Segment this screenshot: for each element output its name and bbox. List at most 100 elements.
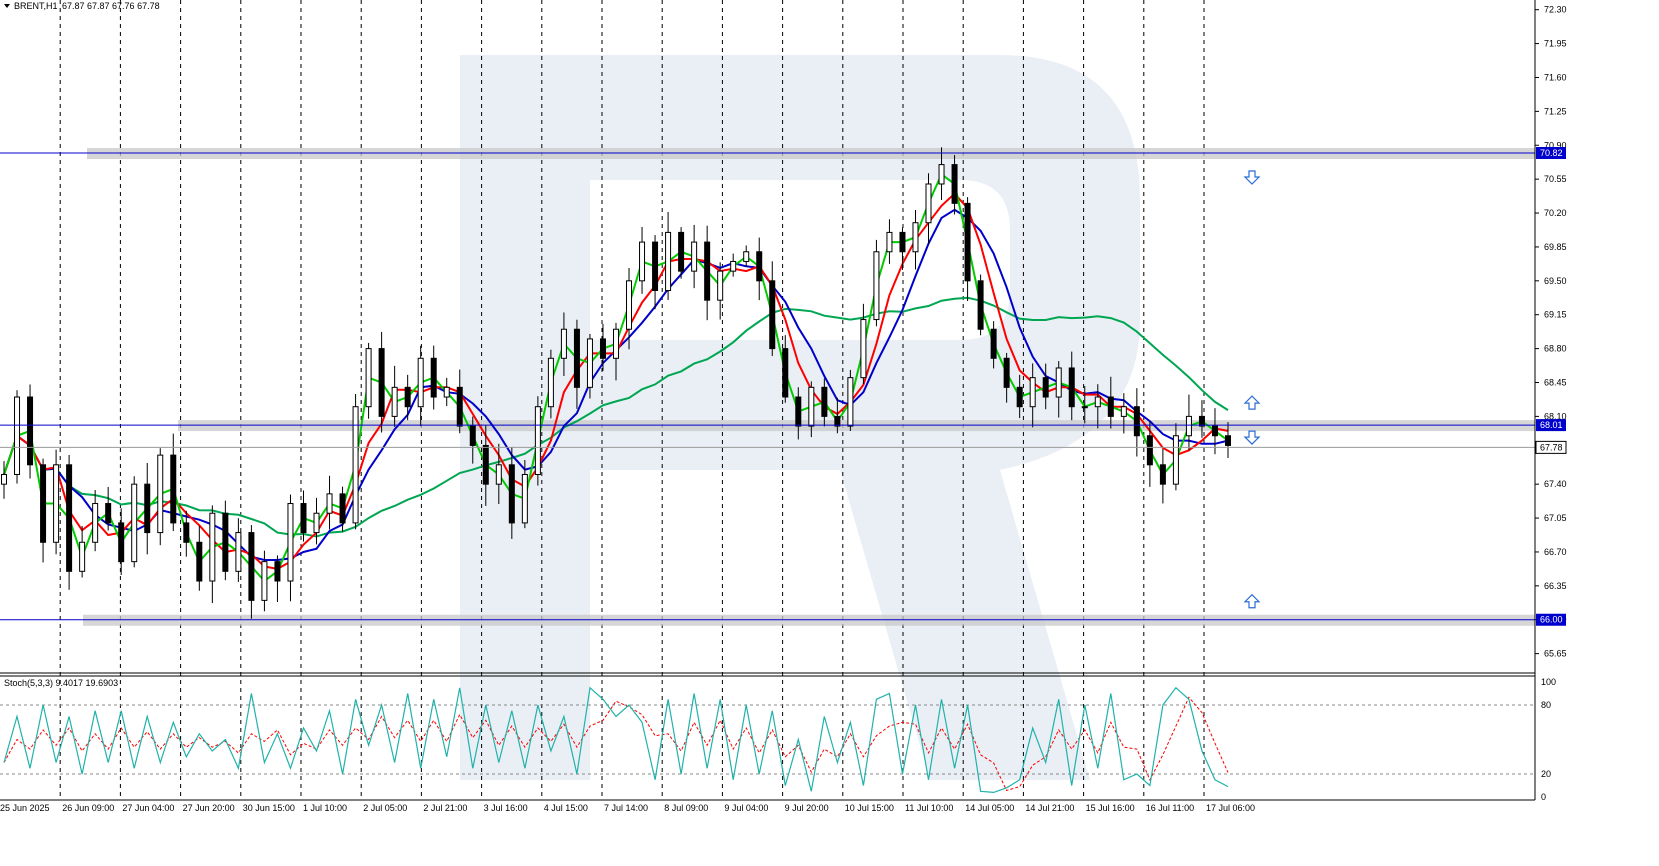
down-arrow-icon (1243, 170, 1261, 185)
candle-body (417, 357, 424, 408)
candle-body (456, 386, 463, 427)
level-price-tag-bg (1536, 146, 1566, 159)
time-tick-label: 16 Jul 11:00 (1146, 803, 1194, 813)
candle-body (404, 386, 411, 408)
time-tick-label: 15 Jul 16:00 (1086, 803, 1135, 813)
time-tick-label: 14 Jul 21:00 (1025, 803, 1074, 813)
candle-body (53, 464, 60, 543)
candle-body (782, 348, 789, 398)
candle-body (1081, 406, 1088, 409)
symbol-label: BRENT,H1 (14, 1, 58, 11)
candle-body (1211, 425, 1218, 437)
candle-body (118, 522, 125, 563)
candle-body (730, 260, 737, 272)
candle-body (157, 454, 164, 534)
candle-body (626, 280, 633, 330)
candle-body (521, 473, 528, 524)
stoch-levels (0, 704, 1535, 775)
price-tick-label: 71.95 (1544, 39, 1567, 49)
candle-body (808, 386, 815, 427)
candle-body (170, 454, 177, 524)
stoch-tick-label: 100 (1541, 677, 1556, 687)
up-arrow-icon (1243, 395, 1261, 410)
current-price-tag-label: 67.78 (1540, 442, 1563, 452)
price-tick-label: 68.45 (1544, 377, 1567, 387)
candle-body (144, 483, 151, 534)
candle-body (313, 512, 320, 534)
price-tick-label: 70.55 (1544, 174, 1567, 184)
candle-body (977, 280, 984, 330)
price-tick-label: 66.35 (1544, 581, 1567, 591)
stoch-tick-label: 80 (1541, 700, 1551, 710)
candle-body (1055, 367, 1062, 398)
time-tick-label: 11 Jul 10:00 (905, 803, 953, 813)
stoch-axis: 100 80 20 0 (1541, 677, 1556, 802)
candle-body (951, 164, 958, 204)
candle-body (938, 164, 945, 185)
ohlc-label: 67.87 67.87 67.76 67.78 (62, 1, 160, 11)
candle-body (873, 251, 880, 321)
candle-body (1120, 406, 1127, 417)
level-price-tag-bg (1536, 419, 1566, 432)
candle-body (287, 503, 294, 582)
time-tick-label: 14 Jul 05:00 (965, 803, 1014, 813)
candle-body (613, 328, 619, 359)
candle-body (886, 231, 893, 253)
chart-menu-triangle-icon[interactable] (4, 4, 10, 8)
stoch-signal-line (3, 696, 1229, 792)
candle-body (14, 396, 21, 475)
price-tick-label: 68.80 (1544, 344, 1567, 354)
price-tick-label: 65.65 (1544, 649, 1567, 659)
candle-body (235, 532, 242, 572)
time-tick-label: 3 Jul 16:00 (484, 803, 528, 813)
price-tick-label: 70.90 (1544, 140, 1567, 150)
time-tick-label: 27 Jun 04:00 (122, 803, 174, 813)
candle-body (131, 483, 138, 563)
candle-body (1225, 435, 1231, 446)
time-tick-label: 9 Jul 20:00 (785, 803, 829, 813)
price-tick-label: 66.70 (1544, 547, 1567, 557)
stoch-main-line (3, 686, 1229, 794)
candle-body (1003, 357, 1010, 388)
candle-body (365, 348, 372, 408)
candle-body (899, 231, 906, 253)
vertical-grid (59, 0, 1205, 800)
candle-body (495, 464, 502, 485)
candle-body (27, 396, 34, 466)
price-tick-label: 70.20 (1544, 208, 1567, 218)
candle-body (964, 202, 971, 282)
time-tick-label: 2 Jul 05:00 (363, 803, 407, 813)
time-tick-label: 8 Jul 09:00 (664, 803, 708, 813)
candle-body (378, 348, 385, 417)
time-tick-label: 26 Jun 09:00 (62, 803, 114, 813)
price-tick-label: 67.40 (1544, 479, 1567, 489)
time-tick-label: 25 Jun 2025 (0, 803, 50, 813)
candle-body (443, 386, 450, 398)
candle-body (586, 338, 593, 388)
candle-body (1172, 435, 1179, 485)
candle-body (391, 386, 398, 417)
time-tick-label: 17 Jul 06:00 (1206, 803, 1255, 813)
stoch-tick-label: 0 (1541, 792, 1546, 802)
stoch-indicator-label: Stoch(5,3,3) 9.4017 19.6903 (4, 678, 118, 688)
candle-body (508, 464, 515, 524)
level-lines (0, 152, 1535, 621)
level-price-tag-bg (1536, 613, 1566, 626)
candle-body (1042, 377, 1049, 398)
candle-body (847, 377, 854, 427)
candle-body (482, 444, 489, 485)
candle-body (912, 222, 919, 253)
candle-body (92, 503, 99, 543)
stoch-tick-label: 20 (1541, 769, 1551, 779)
candle-body (1068, 367, 1075, 408)
candle-body (769, 280, 776, 350)
down-arrow-icon (1243, 430, 1261, 445)
time-tick-label: 1 Jul 10:00 (303, 803, 347, 813)
price-tick-label: 69.85 (1544, 242, 1567, 252)
candle-body (326, 493, 333, 514)
candle-body (860, 319, 867, 379)
candle-body (430, 357, 437, 398)
candle-body (691, 241, 698, 272)
candle-body (560, 328, 567, 359)
